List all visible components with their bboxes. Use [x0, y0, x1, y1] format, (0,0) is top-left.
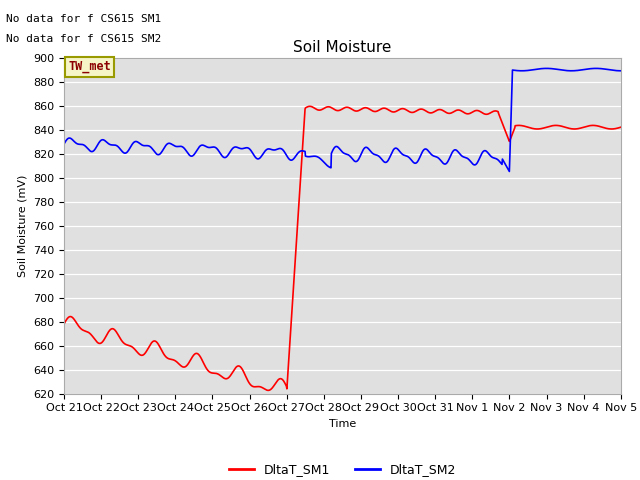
- Text: No data for f CS615 SM2: No data for f CS615 SM2: [6, 34, 162, 44]
- Text: No data for f CS615 SM1: No data for f CS615 SM1: [6, 14, 162, 24]
- Title: Soil Moisture: Soil Moisture: [293, 40, 392, 55]
- Text: TW_met: TW_met: [68, 60, 111, 73]
- Y-axis label: Soil Moisture (mV): Soil Moisture (mV): [17, 174, 28, 277]
- X-axis label: Time: Time: [329, 419, 356, 429]
- Legend: DltaT_SM1, DltaT_SM2: DltaT_SM1, DltaT_SM2: [223, 458, 461, 480]
